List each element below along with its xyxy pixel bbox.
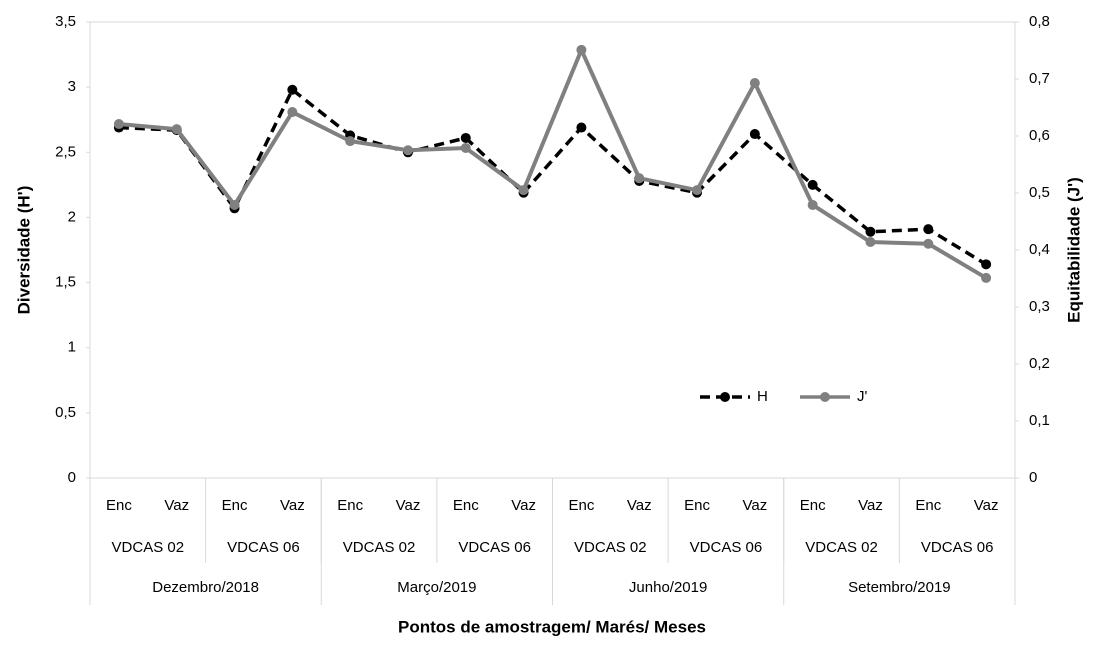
y2-tick-label: 0 (1029, 469, 1037, 486)
series-line (118, 44, 988, 280)
x-tick-label: Vaz (627, 497, 652, 514)
x-tick-label: Vaz (511, 497, 536, 514)
x-subgroup-label: VDCAS 02 (112, 539, 185, 556)
x-tick-label: Vaz (974, 497, 999, 514)
y2-tick-label: 0,1 (1029, 412, 1050, 429)
x-subgroup-label: VDCAS 06 (458, 539, 531, 556)
y2-axis-title: Equitabilidade (J') (1064, 177, 1083, 323)
y2-tick-label: 0,8 (1029, 13, 1050, 30)
data-point (807, 199, 818, 210)
data-point (518, 185, 529, 196)
y-tick-label: 2,5 (55, 143, 76, 160)
x-subgroup-label: VDCAS 02 (343, 539, 416, 556)
data-point (634, 173, 645, 184)
y-tick-label: 3 (68, 78, 76, 95)
x-tick-label: Enc (453, 497, 479, 514)
x-group-label: Dezembro/2018 (152, 579, 259, 596)
x-subgroup-label: VDCAS 02 (574, 539, 647, 556)
x-tick-label: Vaz (280, 497, 305, 514)
y-tick-label: 2 (68, 208, 76, 225)
data-point (287, 107, 298, 118)
data-point (171, 124, 182, 135)
y2-tick-label: 0,7 (1029, 70, 1050, 87)
x-tick-label: Vaz (742, 497, 767, 514)
x-tick-label: Enc (915, 497, 941, 514)
data-point (749, 129, 760, 140)
x-subgroup-label: VDCAS 02 (805, 539, 878, 556)
y2-tick-label: 0,5 (1029, 184, 1050, 201)
x-tick-label: Enc (337, 497, 363, 514)
data-point (576, 44, 587, 55)
x-axis-title: Pontos de amostragem/ Marés/ Meses (398, 617, 706, 636)
data-point (229, 199, 240, 210)
data-point (113, 119, 124, 130)
y-tick-label: 1 (68, 339, 76, 356)
data-point (807, 179, 818, 190)
y-tick-label: 3,5 (55, 13, 76, 30)
legend-marker (720, 392, 730, 402)
x-subgroup-label: VDCAS 06 (921, 539, 994, 556)
data-point (460, 142, 471, 153)
x-tick-label: Enc (568, 497, 594, 514)
x-tick-label: Enc (684, 497, 710, 514)
x-tick-label: Enc (222, 497, 248, 514)
data-point (923, 238, 934, 249)
data-point (865, 226, 876, 237)
x-tick-label: Enc (800, 497, 826, 514)
data-point (460, 132, 471, 143)
x-group-label: Setembro/2019 (848, 579, 951, 596)
x-subgroup-label: VDCAS 06 (227, 539, 300, 556)
y2-tick-label: 0,3 (1029, 298, 1050, 315)
data-point (865, 237, 876, 248)
x-tick-label: Vaz (396, 497, 421, 514)
data-point (692, 185, 703, 196)
data-point (576, 122, 587, 133)
series-line (118, 87, 988, 266)
y2-tick-label: 0,2 (1029, 355, 1050, 372)
data-point (923, 224, 934, 235)
x-group-label: Junho/2019 (629, 579, 707, 596)
x-subgroup-label: VDCAS 06 (690, 539, 763, 556)
data-point (345, 136, 356, 147)
x-tick-label: Enc (106, 497, 132, 514)
data-point (749, 77, 760, 88)
legend-label: J' (857, 388, 868, 405)
y-axis-title: Diversidade (H') (14, 186, 33, 315)
data-point (287, 84, 298, 95)
data-point (981, 272, 992, 283)
y-tick-label: 0,5 (55, 404, 76, 421)
data-point (402, 145, 413, 156)
y2-tick-label: 0,4 (1029, 241, 1050, 258)
y-tick-label: 0 (68, 469, 76, 486)
data-point (981, 259, 992, 270)
legend-label: H (757, 388, 768, 405)
y-tick-label: 1,5 (55, 274, 76, 291)
y2-tick-label: 0,6 (1029, 127, 1050, 144)
x-group-label: Março/2019 (397, 579, 476, 596)
legend-marker (820, 392, 830, 402)
x-tick-label: Vaz (164, 497, 189, 514)
x-tick-label: Vaz (858, 497, 883, 514)
